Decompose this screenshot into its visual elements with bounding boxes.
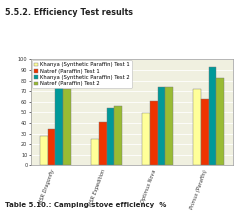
Bar [150, 101, 158, 165]
Bar [63, 89, 71, 165]
Bar [142, 113, 150, 165]
Legend: Khanya (Synthetic Paraffin) Test 1, Natref (Paraffin) Test 1, Khanya (Synthetic : Khanya (Synthetic Paraffin) Test 1, Natr… [32, 60, 132, 88]
Bar [165, 87, 173, 165]
Bar [201, 99, 209, 165]
Text: Table 5.10.: Camping stove efficiency  %: Table 5.10.: Camping stove efficiency % [5, 202, 166, 208]
Bar [209, 67, 216, 165]
Bar [99, 122, 107, 165]
Bar [107, 108, 114, 165]
Bar [40, 136, 48, 165]
Bar [216, 78, 224, 165]
Text: 5.5.2. Efficiency Test results: 5.5.2. Efficiency Test results [5, 8, 133, 17]
Bar [193, 89, 201, 165]
Bar [114, 106, 122, 165]
Bar [91, 139, 99, 165]
Bar [158, 87, 165, 165]
Bar [48, 129, 55, 165]
Bar [55, 83, 63, 165]
